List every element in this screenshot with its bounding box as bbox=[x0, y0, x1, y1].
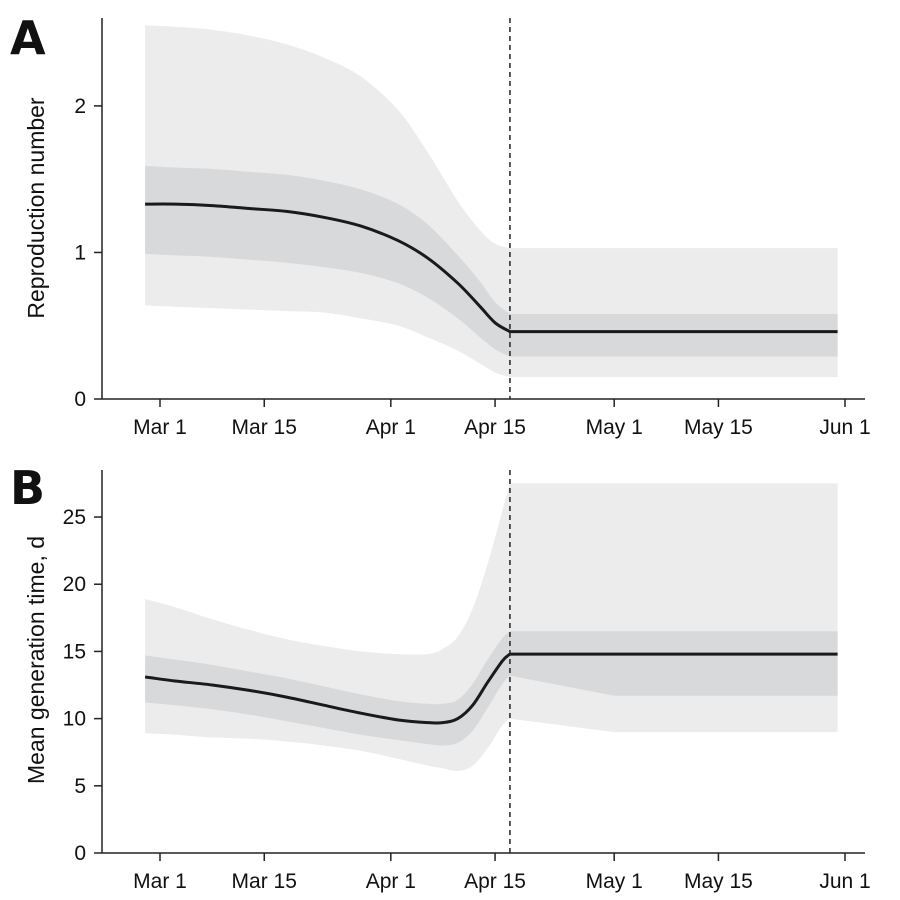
panel-b-outer-interval-band bbox=[145, 483, 838, 772]
panel-a-inner-interval-band bbox=[145, 166, 838, 357]
x-tick-label: Jun 1 bbox=[819, 870, 870, 893]
panel-b-chart: B Mar 1 Mar 15 Apr 1 Apr 15 May 1 May 15 Jun 1… bbox=[10, 461, 871, 893]
panel-b-x-ticks: Mar 1 Mar 15 Apr 1 Apr 15 May 1 May 15 Jun 1 bbox=[133, 853, 871, 893]
panel-b-letter: B bbox=[10, 461, 45, 515]
x-tick-label: May 15 bbox=[684, 416, 753, 439]
panel-a-x-ticks: Mar 1 Mar 15 Apr 1 Apr 15 May 1 May 15 Jun 1 bbox=[133, 399, 871, 439]
panel-b-inner-interval-band bbox=[145, 631, 838, 746]
x-tick-label: Jun 1 bbox=[819, 416, 870, 439]
x-tick-label: May 15 bbox=[684, 870, 753, 893]
y-tick-label: 25 bbox=[63, 506, 86, 529]
panel-b-y-axis-title: Mean generation time, d bbox=[23, 536, 49, 784]
x-tick-label: Mar 15 bbox=[232, 416, 297, 439]
panel-b-y-ticks: 0 5 10 15 20 25 bbox=[63, 506, 102, 865]
panel-a-outer-interval-band bbox=[145, 25, 838, 378]
x-tick-label: Apr 1 bbox=[366, 870, 416, 893]
x-tick-label: Mar 1 bbox=[133, 870, 187, 893]
y-tick-label: 15 bbox=[63, 640, 86, 663]
y-tick-label: 10 bbox=[63, 708, 86, 731]
x-tick-label: Mar 15 bbox=[232, 870, 297, 893]
x-tick-label: Apr 15 bbox=[464, 416, 526, 439]
x-tick-label: May 1 bbox=[586, 416, 643, 439]
panel-a-y-ticks: 0 1 2 bbox=[74, 95, 102, 411]
x-tick-label: Mar 1 bbox=[133, 416, 187, 439]
y-tick-label: 2 bbox=[74, 95, 86, 118]
x-tick-label: May 1 bbox=[586, 870, 643, 893]
y-tick-label: 5 bbox=[74, 775, 86, 798]
panel-a-chart: A Mar 1 Mar 15 Apr 1 Apr 15 May 1 May 15 Jun 1… bbox=[10, 11, 871, 439]
y-tick-label: 0 bbox=[74, 388, 86, 411]
y-tick-label: 20 bbox=[63, 573, 86, 596]
x-tick-label: Apr 1 bbox=[366, 416, 416, 439]
panel-a-y-axis-title: Reproduction number bbox=[23, 97, 49, 319]
panel-a-letter: A bbox=[10, 11, 46, 65]
y-tick-label: 1 bbox=[74, 241, 86, 264]
panel-b-median-line bbox=[144, 652, 838, 725]
y-tick-label: 0 bbox=[74, 842, 86, 865]
panel-a-median-line bbox=[145, 202, 838, 334]
x-tick-label: Apr 15 bbox=[464, 870, 526, 893]
